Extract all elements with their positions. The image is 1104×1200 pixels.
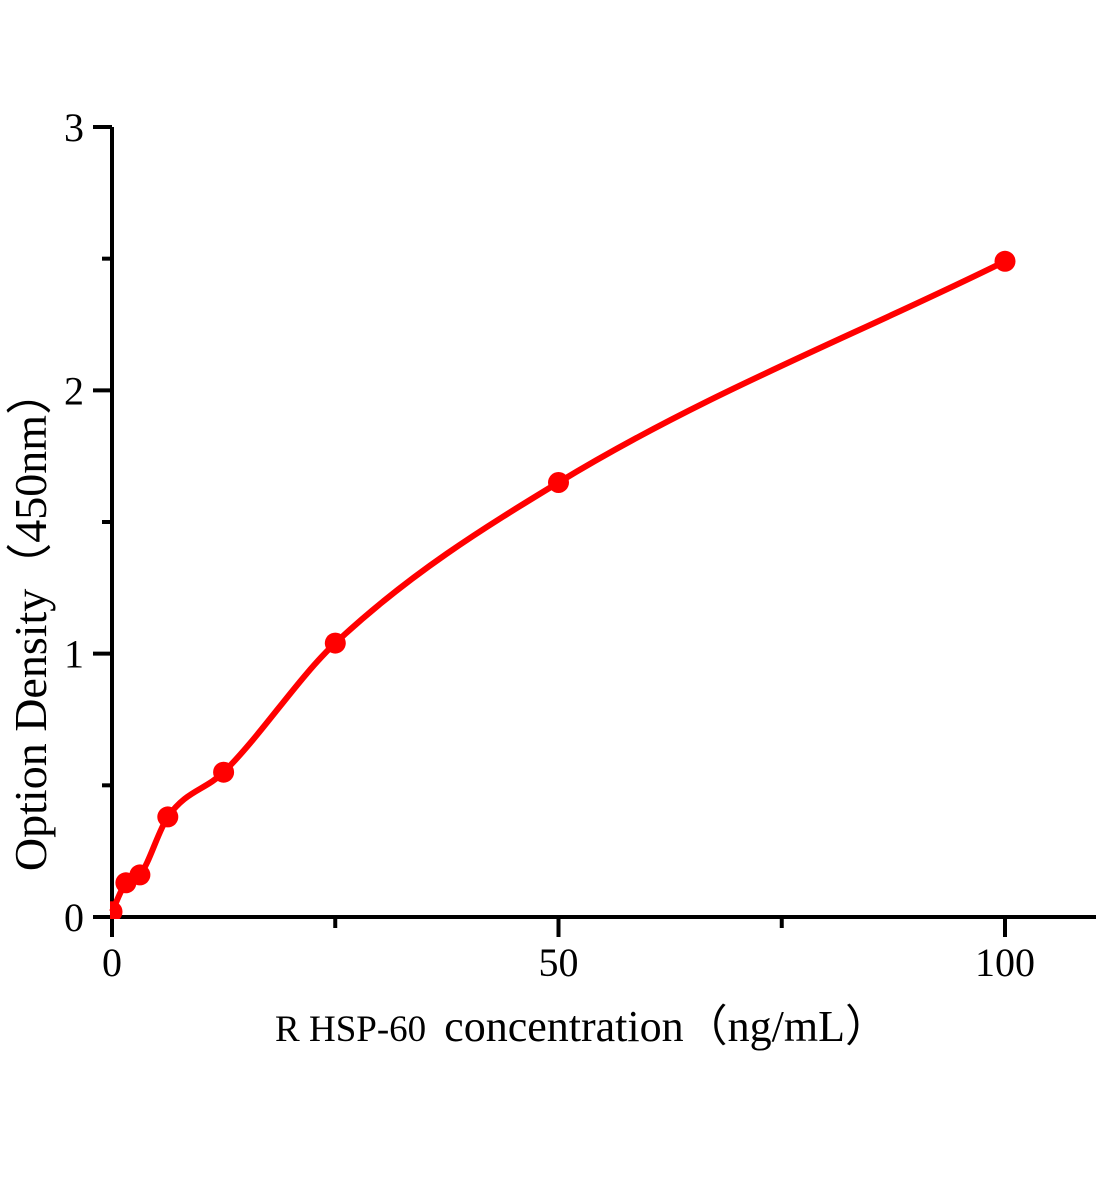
x-tick-label: 50: [539, 940, 579, 985]
data-point: [129, 864, 151, 886]
y-axis-title: Option Density（450nm）: [0, 369, 60, 871]
y-tick-label: 2: [64, 368, 84, 413]
x-axis-title-main: concentration（ng/mL）: [444, 1002, 889, 1051]
data-point: [548, 472, 569, 493]
x-axis-title-prefix: R HSP-60: [275, 1009, 427, 1050]
data-points-group: [110, 250, 1016, 919]
x-tick-label: 100: [975, 940, 1035, 985]
y-tick-label: 0: [64, 895, 84, 940]
data-point: [110, 901, 123, 919]
y-tick-label: 3: [64, 105, 84, 150]
x-tick-label: 0: [102, 940, 122, 985]
data-point: [213, 761, 235, 783]
data-point: [324, 632, 346, 654]
data-point: [994, 250, 1016, 272]
y-axis-title-text: Option Density（450nm）: [5, 368, 56, 872]
y-tick-label: 1: [64, 632, 84, 677]
data-point: [157, 806, 179, 828]
x-axis-title: R HSP-60 concentration（ng/mL）: [275, 990, 889, 1054]
standard-curve-line: [109, 258, 1007, 913]
